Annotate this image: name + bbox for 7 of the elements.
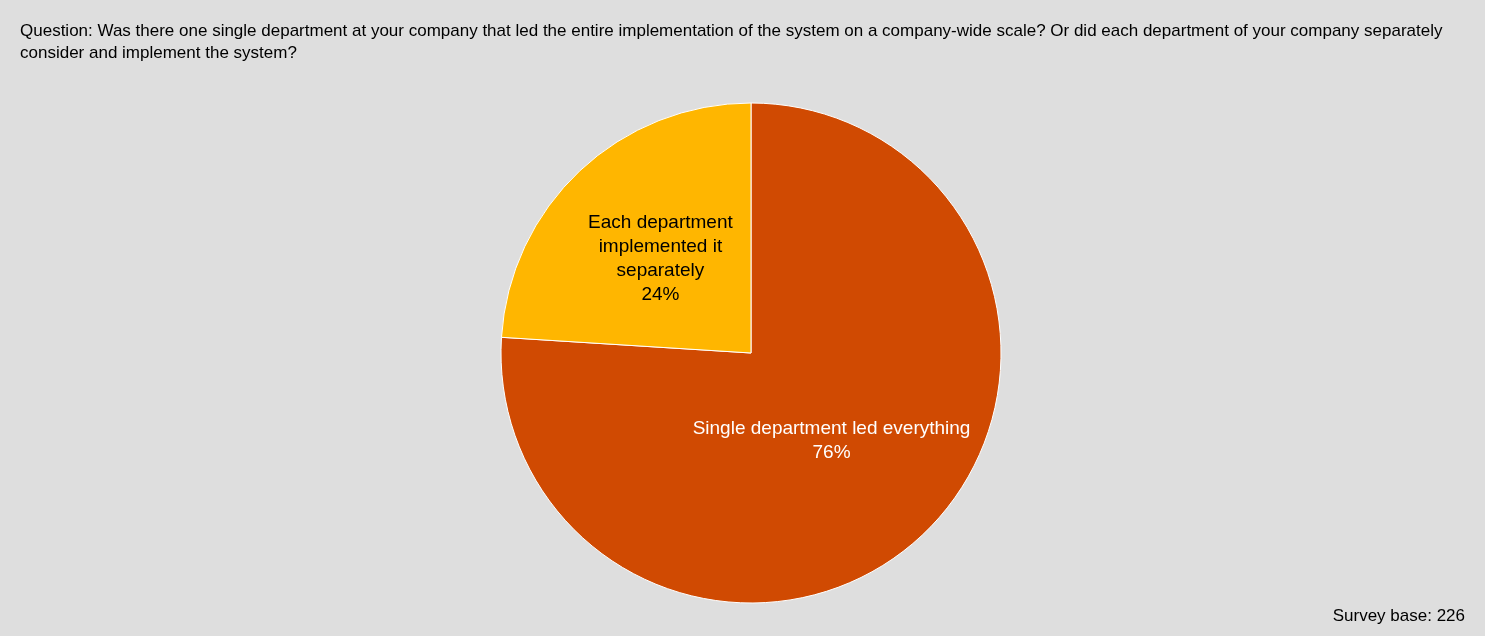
data-label: 24% bbox=[641, 282, 680, 304]
slice-label: Single department led everything bbox=[692, 416, 971, 438]
pie-slice bbox=[500, 102, 1002, 604]
chart-title: Question: Was there one single department at your company that led the entire implementation of the system on a company-wide scale? Or did each department of your company separately consider and implement the system? bbox=[20, 20, 1444, 64]
slice-label: Each department implemented it separately bbox=[588, 210, 734, 280]
data-label: 76% bbox=[812, 440, 851, 462]
text: Survey base: 226 bbox=[1332, 606, 1465, 626]
